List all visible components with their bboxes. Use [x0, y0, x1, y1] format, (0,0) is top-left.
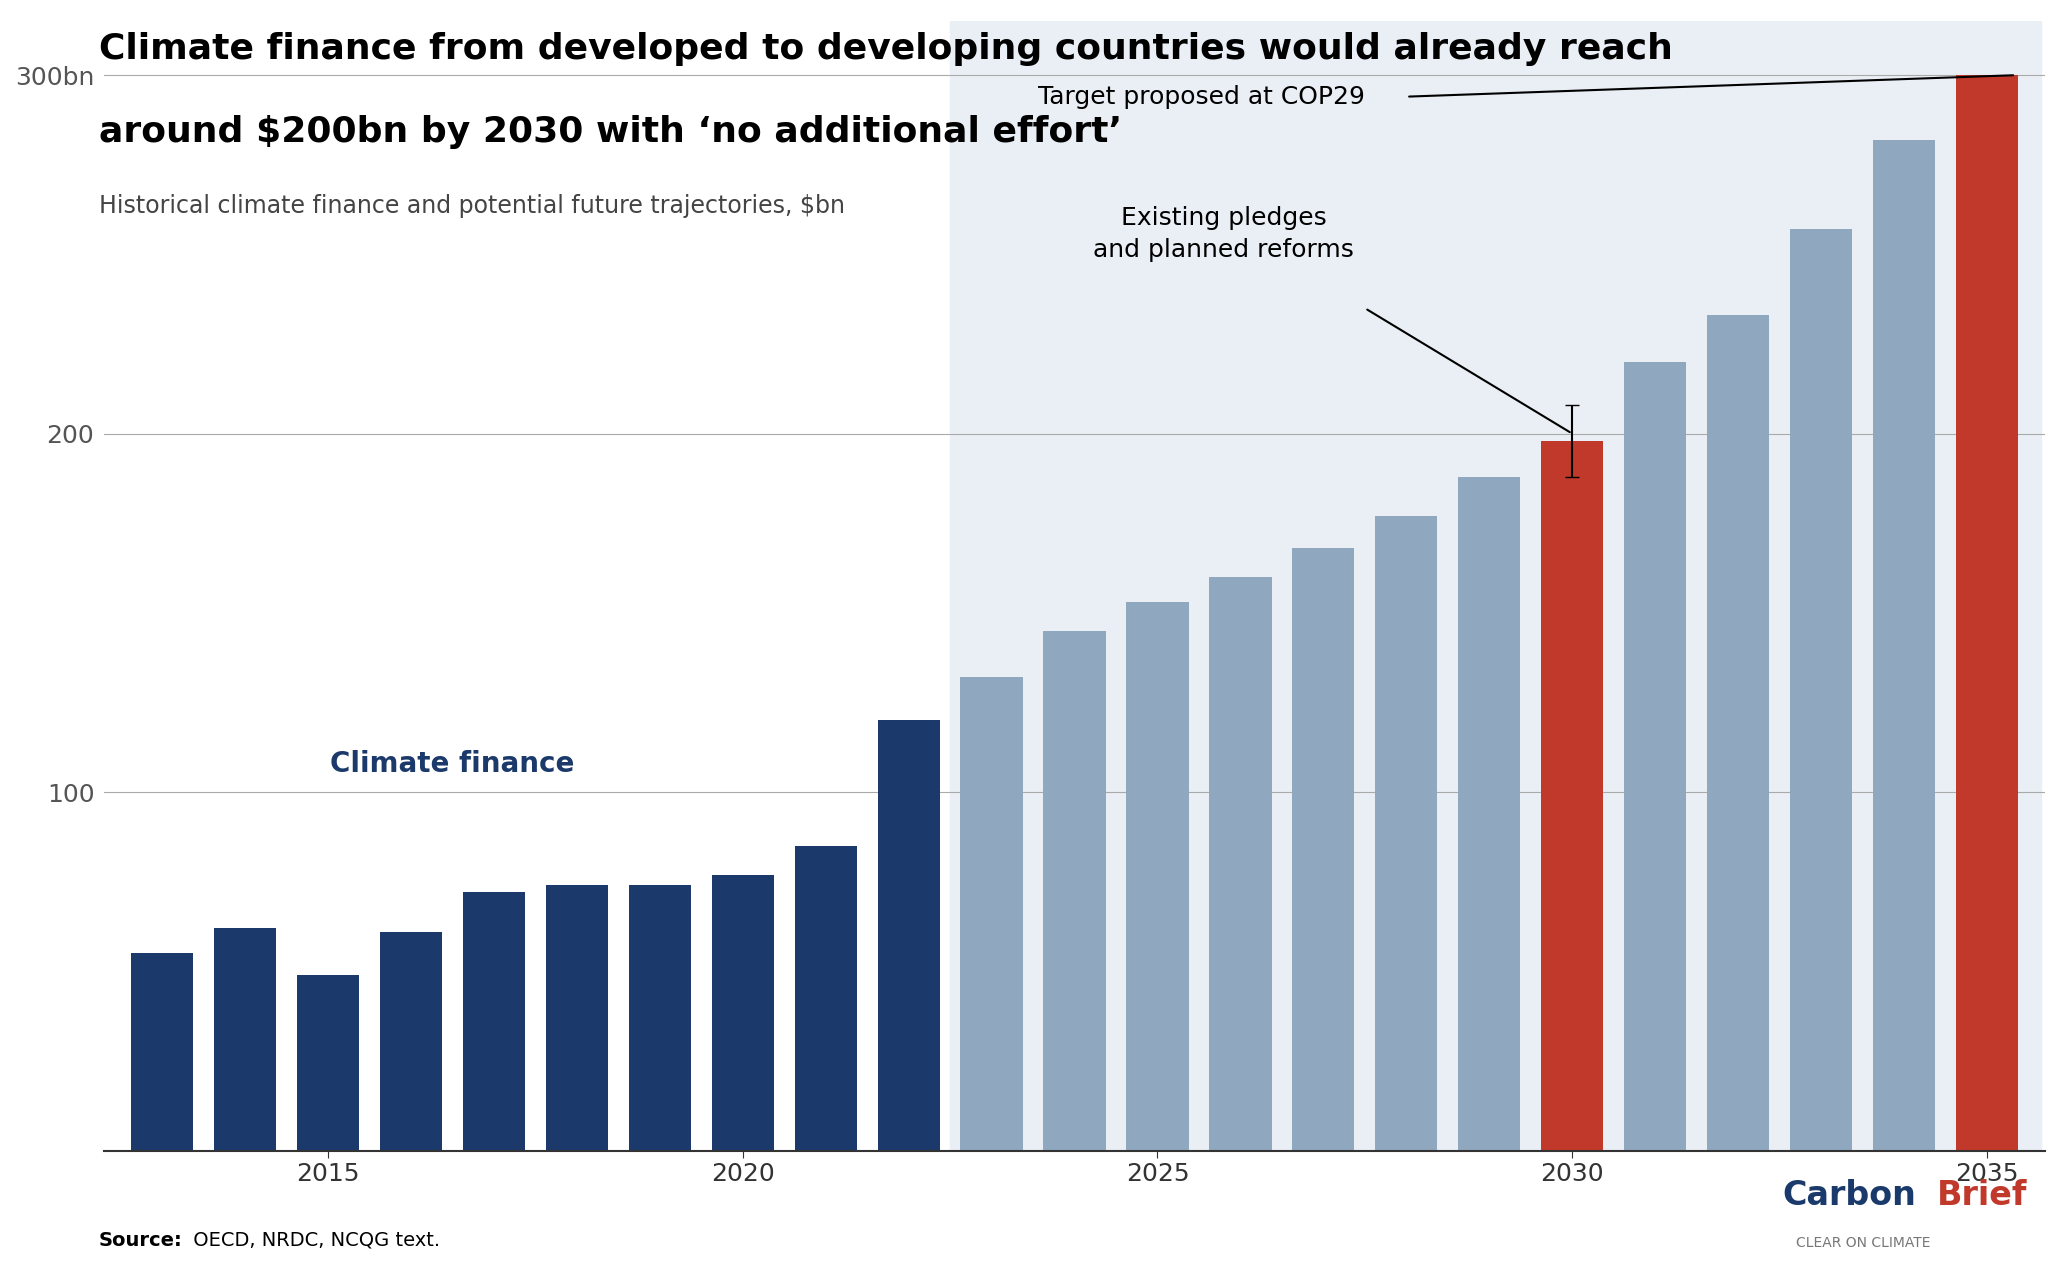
Bar [1955, 75, 2019, 1150]
Bar [1708, 316, 1770, 1150]
Bar [1209, 576, 1271, 1150]
Text: Climate finance from developed to developing countries would already reach: Climate finance from developed to develo… [99, 32, 1673, 66]
Bar [1376, 516, 1438, 1150]
Text: OECD, NRDC, NCQG text.: OECD, NRDC, NCQG text. [187, 1231, 441, 1250]
Bar [464, 892, 525, 1150]
Text: Existing pledges
and planned reforms: Existing pledges and planned reforms [1094, 206, 1353, 262]
Bar [1292, 548, 1355, 1150]
Text: Historical climate finance and potential future trajectories, $bn: Historical climate finance and potential… [99, 194, 845, 219]
Bar [1458, 477, 1520, 1150]
Text: around $200bn by 2030 with ‘no additional effort’: around $200bn by 2030 with ‘no additiona… [99, 115, 1123, 150]
Bar [132, 953, 194, 1150]
Bar [628, 886, 690, 1150]
Text: Climate finance: Climate finance [330, 750, 575, 778]
Bar [950, 22, 2041, 1150]
Bar [546, 886, 608, 1150]
Bar [795, 846, 857, 1150]
Bar [1044, 631, 1106, 1150]
Bar [960, 677, 1022, 1150]
Bar [1873, 139, 1934, 1150]
Text: CLEAR ON CLIMATE: CLEAR ON CLIMATE [1796, 1236, 1930, 1250]
Text: Source:: Source: [99, 1231, 183, 1250]
Bar [711, 874, 775, 1150]
Bar [1541, 441, 1603, 1150]
Bar [379, 932, 443, 1150]
Bar [1790, 229, 1852, 1150]
Bar [1623, 362, 1687, 1150]
Bar [214, 928, 276, 1150]
Bar [297, 975, 358, 1150]
Text: Target proposed at COP29: Target proposed at COP29 [1038, 84, 1366, 109]
Bar [1127, 602, 1189, 1150]
Bar [878, 721, 939, 1150]
Text: Brief: Brief [1936, 1178, 2027, 1212]
Text: Carbon: Carbon [1782, 1178, 1916, 1212]
